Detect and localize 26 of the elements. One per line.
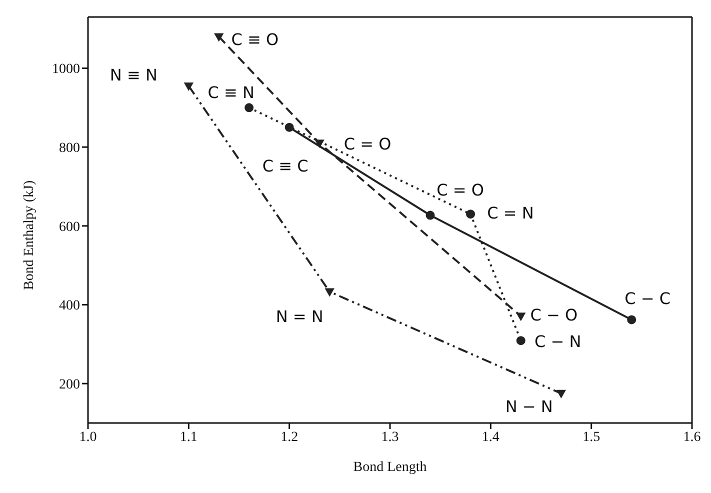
annotation: C − C <box>624 289 671 308</box>
x-axis-title: Bond Length <box>353 460 427 475</box>
annotation: C = N <box>487 203 534 222</box>
y-tick-label: 800 <box>59 141 80 156</box>
x-tick-label: 1.0 <box>79 430 97 445</box>
y-tick-label: 1000 <box>52 62 80 78</box>
x-tick-label: 1.4 <box>482 430 500 445</box>
annotation: N − N <box>505 396 553 416</box>
annotation: C = O <box>436 180 484 200</box>
x-tick-label: 1.1 <box>180 430 198 445</box>
annotation: C ≡ N <box>208 83 254 102</box>
annotation: C = O <box>344 134 392 154</box>
x-tick-label: 1.3 <box>381 430 399 445</box>
annotation: C − O <box>530 306 578 325</box>
annotation: N = N <box>276 307 324 326</box>
x-tick-label: 1.6 <box>683 430 701 445</box>
x-tick-label: 1.2 <box>280 430 298 445</box>
annotation: C ≡ C <box>262 156 308 176</box>
annotation: C − N <box>534 332 582 351</box>
annotation: N ≡ N <box>110 65 158 84</box>
y-axis-title: Bond Enthalpy (kJ) <box>22 180 37 290</box>
y-tick-label: 600 <box>59 220 80 235</box>
x-tick-label: 1.5 <box>582 430 600 445</box>
y-tick-label: 200 <box>59 378 80 393</box>
annotation: C ≡ O <box>231 30 279 50</box>
y-tick-label: 400 <box>59 298 80 314</box>
